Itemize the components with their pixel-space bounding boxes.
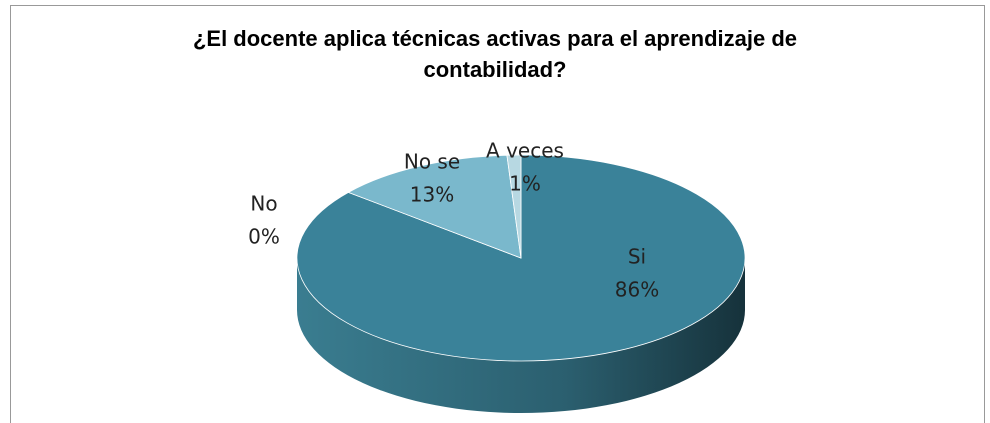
slice-value-label: 1% [509, 172, 541, 196]
slice-value-label: 0% [248, 225, 280, 249]
slice-label: No [250, 192, 277, 216]
slice-label: Si [628, 245, 646, 269]
chart-title: contabilidad? [424, 57, 567, 82]
pie-side [297, 258, 745, 413]
slice-label: No se [404, 150, 460, 174]
slice-label: A veces [486, 139, 564, 163]
pie-slice [347, 154, 522, 259]
pie-slice [506, 154, 522, 259]
slice-value-label: 86% [615, 278, 659, 302]
chart-title: ¿El docente aplica técnicas activas para… [193, 26, 797, 51]
slice-value-label: 13% [410, 183, 454, 207]
